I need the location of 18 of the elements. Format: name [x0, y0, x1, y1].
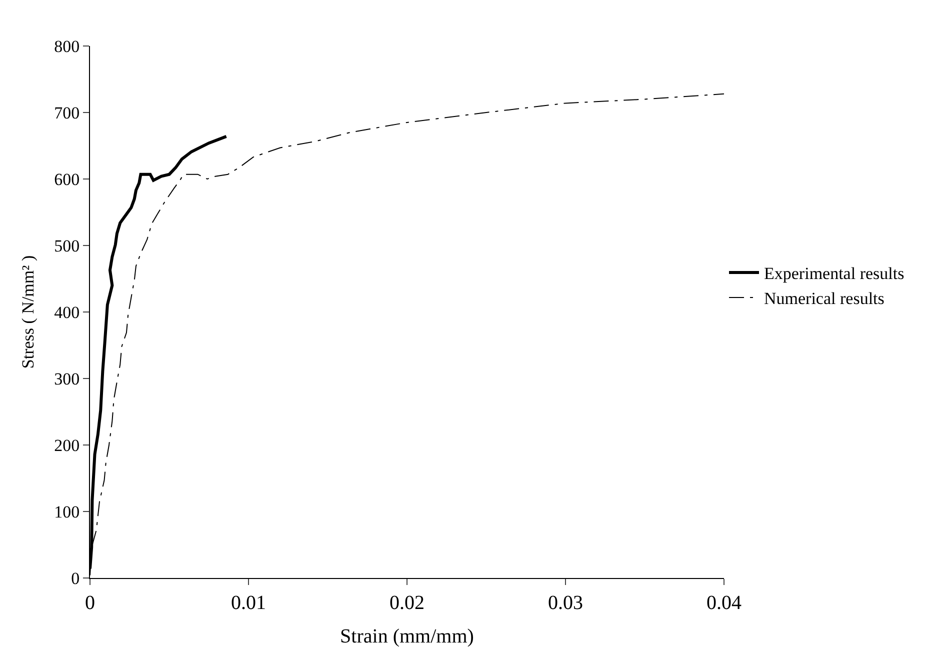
x-tick-label: 0.02 [390, 592, 424, 614]
y-tick-label: 200 [54, 436, 80, 455]
y-axis-title: Stress ( N/mm² ) [18, 255, 38, 369]
legend-label: Experimental results [764, 264, 904, 284]
x-tick-label: 0.04 [706, 592, 742, 614]
y-tick-label: 800 [54, 36, 80, 56]
y-tick-label: 700 [54, 103, 80, 122]
y-tick-label: 600 [54, 170, 80, 189]
y-tick-label: 500 [54, 236, 80, 256]
x-tick-label: 0 [85, 592, 95, 614]
y-tick-label: 0 [71, 568, 80, 588]
y-tick-label: 100 [54, 502, 80, 522]
legend-label: Numerical results [764, 289, 884, 308]
x-tick-label: 0.03 [548, 592, 583, 614]
y-tick-label: 300 [54, 369, 80, 388]
x-axis-title: Strain (mm/mm) [340, 626, 474, 648]
y-tick-label: 400 [54, 302, 80, 322]
x-tick-label: 0.01 [231, 592, 266, 614]
